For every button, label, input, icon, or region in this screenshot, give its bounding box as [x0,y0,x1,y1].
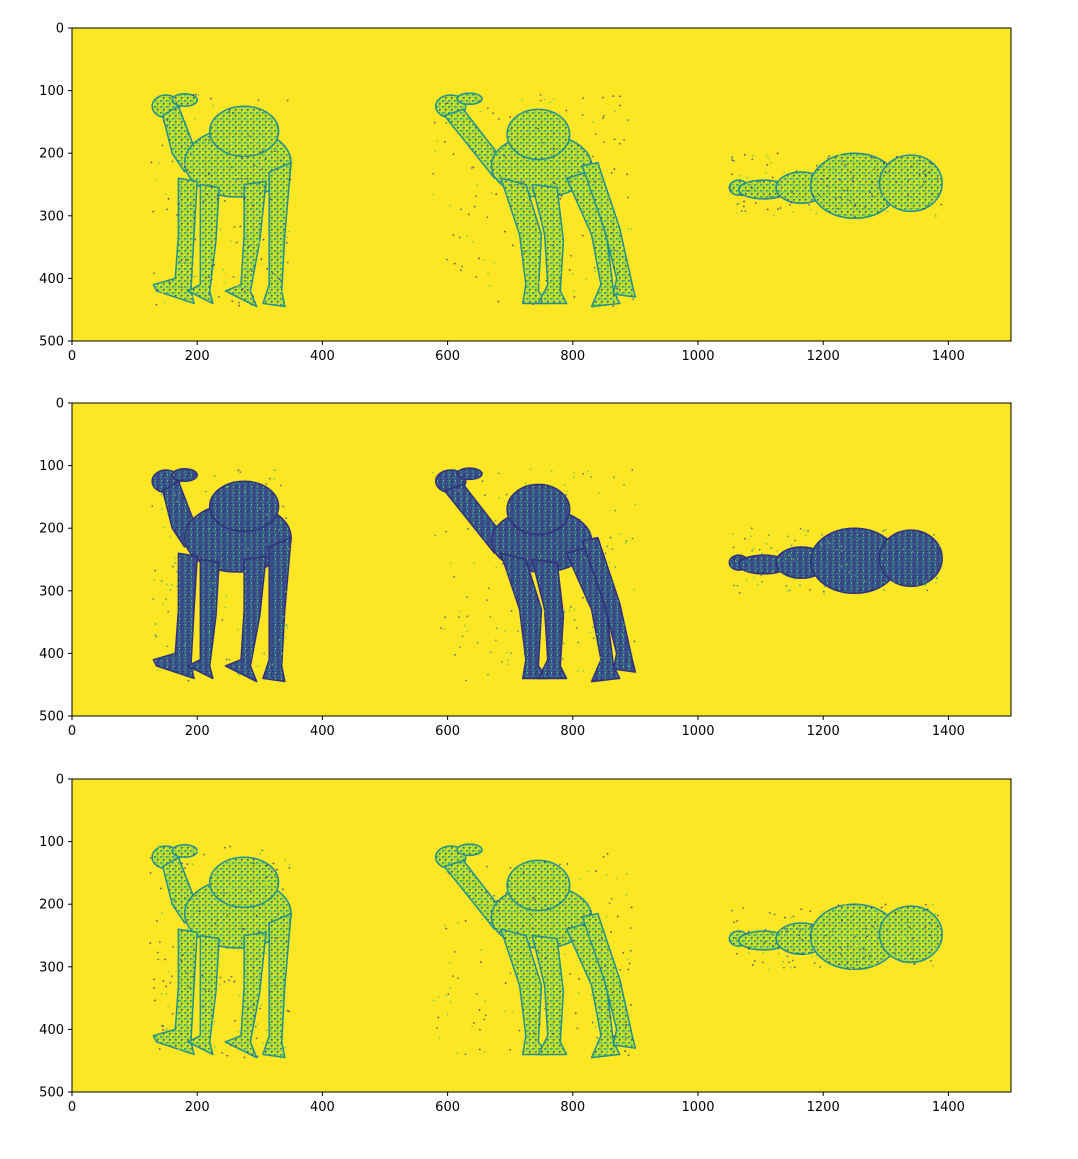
y-tick-label: 400 [39,1023,64,1038]
x-tick-label: 0 [68,349,76,364]
x-tick-label: 600 [435,724,460,739]
x-tick-label: 800 [560,349,585,364]
chart-panel-3: 0 200 400 600 800 1000 1200 1400 0 100 200 300 400 50… [39,773,1012,1115]
x-tick-label: 400 [310,349,335,364]
y-tick-label: 300 [39,209,64,224]
y-tick-label: 0 [56,22,64,37]
y-tick-label: 400 [39,647,64,662]
camel-image-layer [150,92,943,308]
chart-panel-1: 0 200 400 600 800 1000 1200 1400 0 100 200 300 400 50… [39,22,1012,364]
x-tick-label: 200 [185,1100,210,1115]
y-tick-label: 100 [39,835,64,850]
y-tick-label: 200 [39,522,64,537]
chart-panel-2: 0 200 400 600 800 1000 1200 1400 0 100 200 300 400 50… [39,397,1012,739]
x-tick-label: 1000 [681,724,714,739]
x-tick-label: 600 [435,1100,460,1115]
x-tick-label: 1400 [932,349,965,364]
camel-view-side-1 [151,467,292,683]
y-tick-label: 200 [39,898,64,913]
camel-view-side-2 [432,843,637,1059]
camel-image-layer [149,843,943,1059]
y-tick-label: 500 [39,335,64,350]
x-tick-label: 200 [185,724,210,739]
y-tick-label: 500 [39,1086,64,1101]
camel-view-side-2 [431,92,637,308]
x-tick-label: 1200 [807,1100,840,1115]
axes-frame [71,27,1012,342]
camel-view-top-3 [728,903,943,971]
y-tick-label: 100 [39,84,64,99]
x-tick-label: 1000 [681,1100,714,1115]
y-tick-label: 0 [56,397,64,412]
x-tick-label: 400 [310,1100,335,1115]
x-tick-label: 1400 [932,724,965,739]
x-tick-label: 400 [310,724,335,739]
x-tick-label: 200 [185,349,210,364]
x-tick-label: 0 [68,1100,76,1115]
camel-view-top-3 [728,152,943,220]
camel-view-top-3 [728,527,943,595]
y-tick-label: 0 [56,773,64,788]
camel-view-side-1 [150,92,292,308]
y-tick-label: 300 [39,960,64,975]
camel-view-side-1 [149,843,292,1059]
y-tick-label: 100 [39,459,64,474]
x-tick-label: 1000 [681,349,714,364]
camel-view-side-2 [431,467,637,683]
axes-frame [71,778,1012,1093]
x-tick-label: 800 [560,724,585,739]
y-tick-label: 500 [39,710,64,725]
y-tick-label: 200 [39,147,64,162]
x-tick-label: 1400 [932,1100,965,1115]
x-tick-label: 1200 [807,349,840,364]
x-tick-label: 800 [560,1100,585,1115]
x-tick-label: 0 [68,724,76,739]
y-tick-label: 300 [39,584,64,599]
y-tick-label: 400 [39,272,64,287]
x-tick-label: 600 [435,349,460,364]
axes-frame [71,402,1012,717]
x-tick-label: 1200 [807,724,840,739]
camel-image-layer [151,467,943,683]
